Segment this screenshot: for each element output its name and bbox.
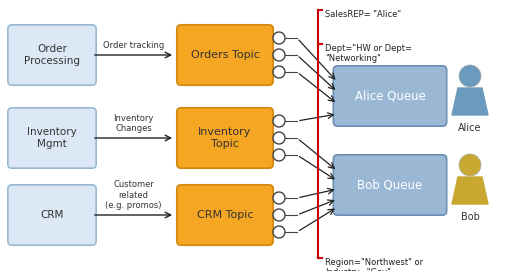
Circle shape [273,66,284,78]
FancyBboxPatch shape [8,108,96,168]
Text: Region="Northwest" or
Industry="Gov": Region="Northwest" or Industry="Gov" [324,258,422,271]
Circle shape [273,209,284,221]
Text: Dept="HW or Dept=
"Networking": Dept="HW or Dept= "Networking" [324,44,411,63]
Circle shape [273,49,284,61]
FancyBboxPatch shape [8,25,96,85]
FancyBboxPatch shape [8,185,96,245]
Circle shape [273,115,284,127]
Text: CRM Topic: CRM Topic [196,210,252,220]
Text: Inventory
Topic: Inventory Topic [198,127,251,149]
Polygon shape [451,88,487,115]
Text: CRM: CRM [40,210,64,220]
FancyBboxPatch shape [176,25,273,85]
Circle shape [273,32,284,44]
Circle shape [273,192,284,204]
Text: SalesREP= "Alice": SalesREP= "Alice" [324,10,400,19]
FancyBboxPatch shape [333,155,446,215]
Text: Inventory
Changes: Inventory Changes [113,114,154,133]
Text: Bob: Bob [460,212,479,222]
Polygon shape [451,177,487,204]
Text: Inventory
Mgmt: Inventory Mgmt [27,127,77,149]
Text: Alice Queue: Alice Queue [354,89,425,102]
Text: Alice: Alice [458,123,481,133]
Circle shape [273,132,284,144]
Text: Order
Processing: Order Processing [24,44,80,66]
FancyBboxPatch shape [176,185,273,245]
Circle shape [458,154,480,176]
Text: Customer
related
(e.g. promos): Customer related (e.g. promos) [105,180,162,210]
Circle shape [458,65,480,87]
Circle shape [273,149,284,161]
FancyBboxPatch shape [176,108,273,168]
Text: Orders Topic: Orders Topic [190,50,259,60]
FancyBboxPatch shape [333,66,446,126]
Text: Bob Queue: Bob Queue [357,179,422,192]
Circle shape [273,226,284,238]
Text: Order tracking: Order tracking [103,41,164,50]
